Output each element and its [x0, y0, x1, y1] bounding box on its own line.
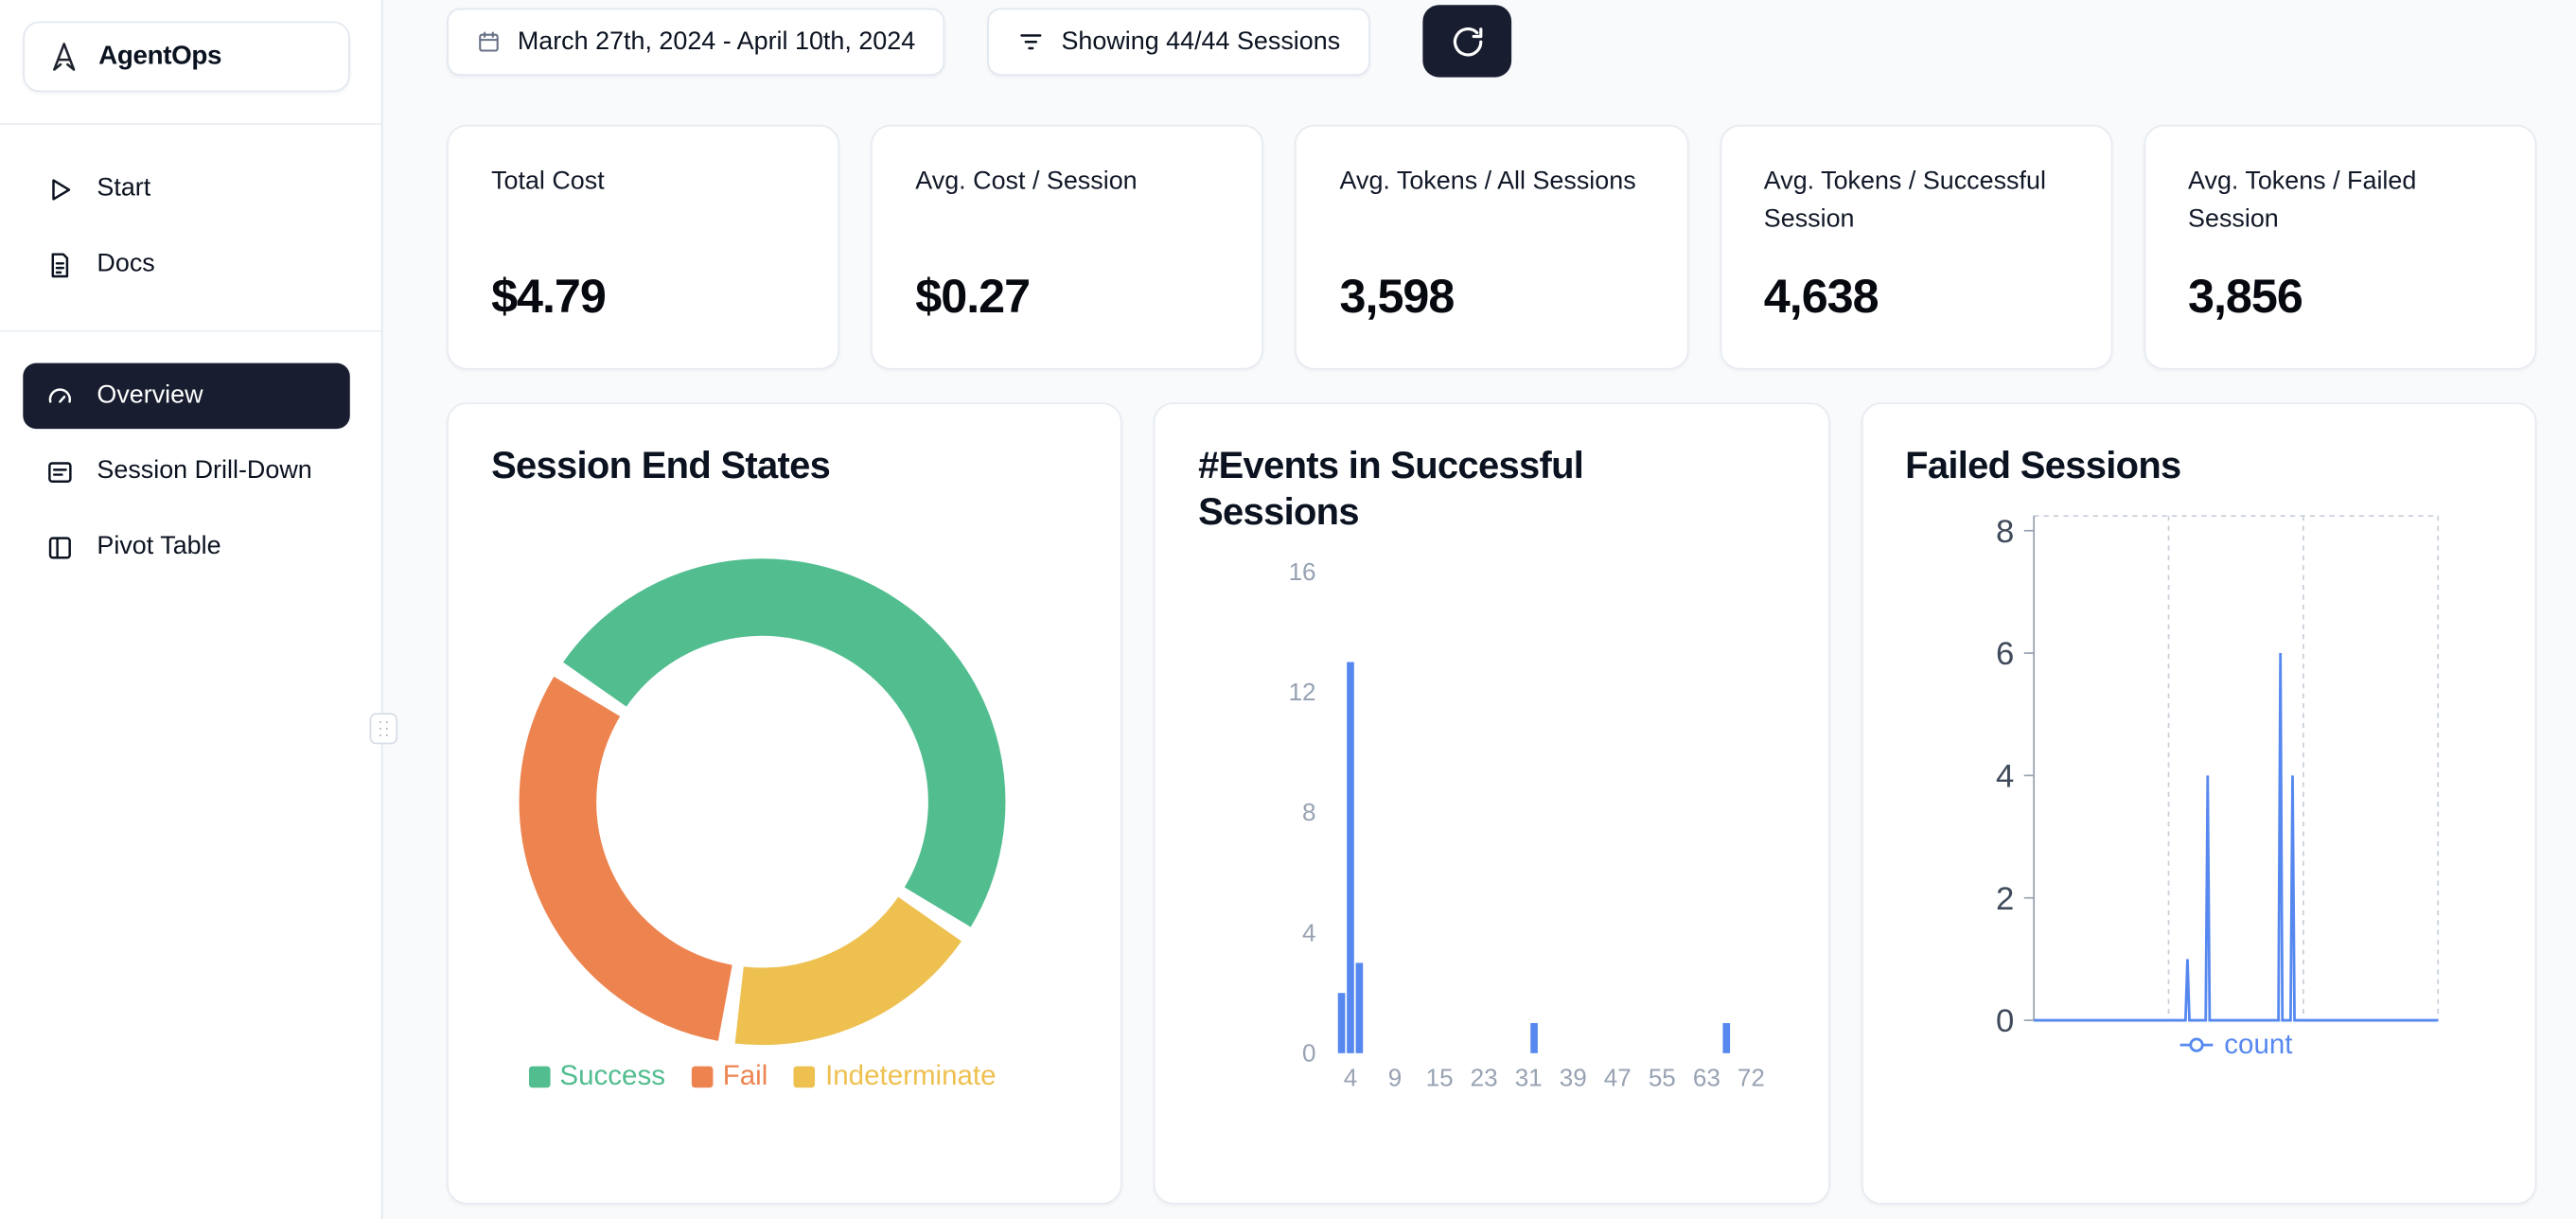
svg-text:4: 4: [1344, 1063, 1357, 1091]
sidebar-item-overview[interactable]: Overview: [23, 362, 350, 430]
svg-text:0: 0: [1995, 1003, 2013, 1039]
session-end-states-legend: Success Fail Indeterminate: [449, 1060, 1076, 1093]
stat-value: 3,598: [1339, 271, 1456, 324]
session-end-states-card: Session End States Success Fail Indeterm…: [447, 402, 1123, 1205]
svg-text:15: 15: [1426, 1063, 1454, 1091]
legend-item-indeterminate: Indeterminate: [794, 1059, 997, 1093]
sidebar-item-pivot-table[interactable]: Pivot Table: [23, 514, 349, 579]
count-legend-label: count: [2224, 1028, 2293, 1060]
pivot-table-icon: [48, 536, 71, 558]
stat-label: Avg. Cost / Session: [915, 168, 1138, 196]
indeterminate-swatch: [794, 1065, 816, 1087]
count-legend: count: [2034, 1029, 2438, 1062]
stats-row: Total Cost $4.79 Avg. Cost / Session $0.…: [447, 124, 2537, 370]
fail-swatch: [691, 1065, 714, 1087]
stat-card-total-cost: Total Cost $4.79: [447, 124, 840, 370]
events-chart-title: #Events in Successful Sessions: [1198, 443, 1584, 532]
charts-row: Session End States Success Fail Indeterm…: [447, 402, 2537, 1205]
legend-label: Success: [559, 1059, 665, 1091]
date-range-button[interactable]: March 27th, 2024 - April 10th, 2024: [447, 8, 945, 76]
refresh-button[interactable]: [1422, 5, 1512, 78]
legend-item-success: Success: [528, 1060, 665, 1093]
svg-text:6: 6: [1995, 636, 2013, 672]
stat-card-avg-tokens-successful: Avg. Tokens / Successful Session 4,638: [1719, 124, 2113, 370]
session-end-states-donut-chart: [519, 558, 1006, 1046]
legend-item-fail: Fail: [691, 1059, 768, 1093]
session-end-states-title: Session End States: [491, 443, 831, 486]
svg-text:72: 72: [1738, 1063, 1765, 1091]
svg-text:39: 39: [1560, 1063, 1587, 1091]
stat-label: Total Cost: [491, 168, 605, 196]
svg-text:4: 4: [1995, 759, 2013, 795]
sessions-filter-label: Showing 44/44 Sessions: [1061, 26, 1341, 56]
stat-value: 3,856: [2188, 271, 2303, 324]
svg-text:12: 12: [1289, 678, 1316, 706]
stat-value: 4,638: [1763, 271, 1879, 324]
stat-label: Avg. Tokens / Successful Session: [1763, 168, 2046, 234]
sidebar-item-label: Overview: [97, 380, 203, 410]
sidebar-item-session-drill-down[interactable]: Session Drill-Down: [23, 439, 349, 504]
failed-sessions-title: Failed Sessions: [1905, 443, 2181, 486]
sidebar-item-start[interactable]: Start: [23, 156, 349, 221]
sidebar-item-label: Start: [97, 174, 151, 203]
legend-label: Fail: [722, 1059, 768, 1091]
line-legend-marker-icon: [2179, 1037, 2214, 1052]
svg-text:9: 9: [1388, 1063, 1402, 1091]
stat-card-avg-tokens-failed: Avg. Tokens / Failed Session 3,856: [2144, 124, 2537, 370]
sidebar-item-label: Docs: [97, 249, 155, 278]
sidebar-divider: [0, 329, 381, 332]
svg-text:8: 8: [1995, 514, 2013, 550]
stat-value: $4.79: [491, 271, 607, 324]
docs-icon: [51, 252, 69, 277]
sessions-filter-button[interactable]: Showing 44/44 Sessions: [987, 8, 1370, 76]
stat-card-avg-tokens-all: Avg. Tokens / All Sessions 3,598: [1295, 124, 1688, 370]
date-range-label: March 27th, 2024 - April 10th, 2024: [517, 26, 916, 56]
sidebar-item-label: Pivot Table: [97, 532, 221, 560]
svg-text:0: 0: [1303, 1038, 1316, 1067]
failed-sessions-card: Failed Sessions 0 2 4 6 8 count: [1861, 402, 2537, 1205]
failed-sessions-line-chart: 0 2 4 6 8: [1995, 514, 2439, 1039]
gauge-icon: [48, 387, 72, 402]
events-in-successful-sessions-card: #Events in Successful Sessions 0 4 8 12 16 4 9…: [1154, 402, 1830, 1205]
svg-text:2: 2: [1995, 881, 2013, 917]
stat-label: Avg. Tokens / All Sessions: [1339, 168, 1636, 196]
grip-dots-icon: [377, 719, 390, 739]
sidebar-resize-handle[interactable]: [369, 713, 398, 745]
stat-label: Avg. Tokens / Failed Session: [2188, 168, 2417, 234]
sessions-icon: [48, 461, 72, 483]
calendar-icon: [479, 31, 499, 52]
svg-text:23: 23: [1471, 1063, 1498, 1091]
stat-card-avg-cost-session: Avg. Cost / Session $0.27: [871, 124, 1264, 370]
filter-icon: [1020, 34, 1042, 50]
stat-value: $0.27: [915, 271, 1031, 324]
svg-text:47: 47: [1604, 1063, 1632, 1091]
app-name: AgentOps: [98, 42, 222, 70]
app-logo[interactable]: AgentOps: [23, 21, 350, 93]
agentops-logo-icon: [53, 42, 76, 70]
play-icon: [52, 178, 71, 200]
sidebar-item-label: Session Drill-Down: [97, 456, 312, 486]
svg-text:16: 16: [1289, 557, 1316, 586]
svg-text:8: 8: [1303, 798, 1316, 826]
sidebar: AgentOps Start Docs Overview: [0, 0, 383, 1219]
svg-text:63: 63: [1693, 1063, 1720, 1091]
sidebar-divider: [0, 123, 381, 125]
refresh-icon: [1453, 26, 1482, 56]
success-swatch: [528, 1065, 551, 1087]
legend-label: Indeterminate: [825, 1059, 997, 1091]
sidebar-item-docs[interactable]: Docs: [23, 232, 349, 297]
svg-text:55: 55: [1649, 1063, 1676, 1091]
svg-text:4: 4: [1303, 918, 1316, 946]
svg-text:31: 31: [1515, 1063, 1543, 1091]
